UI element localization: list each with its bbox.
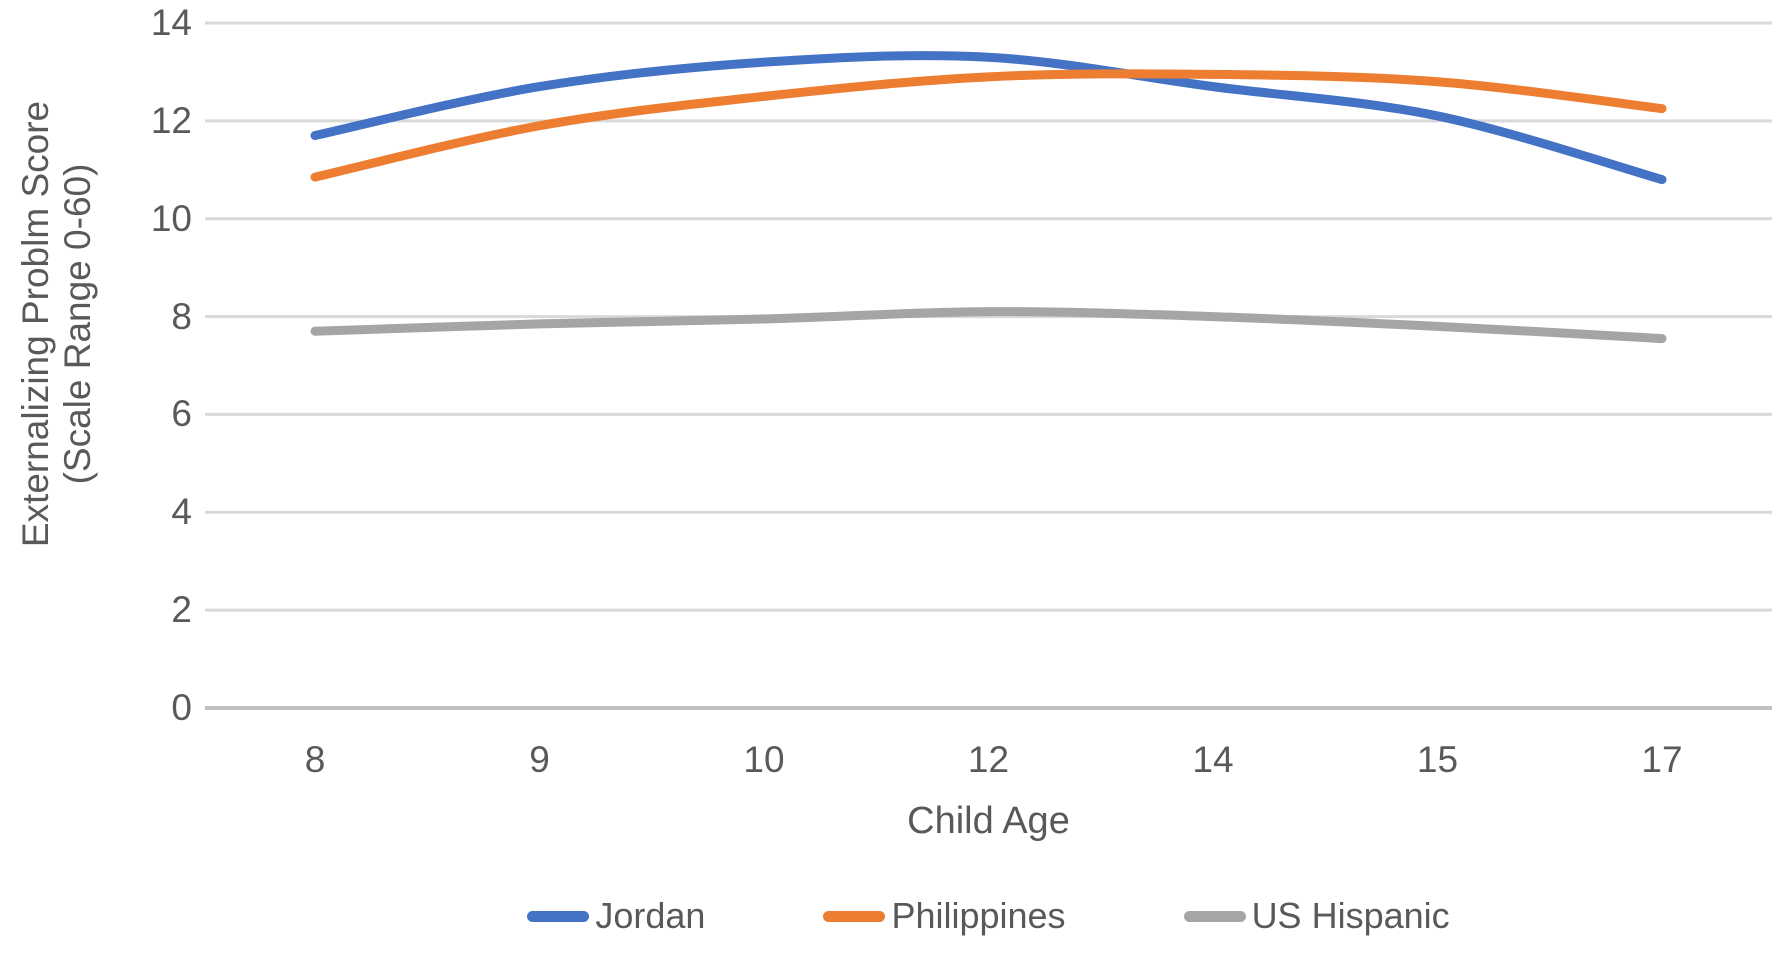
legend-item-philippines: Philippines (823, 895, 1066, 937)
x-tick-label: 10 (743, 739, 785, 780)
x-tick-label: 12 (967, 739, 1010, 780)
x-tick-label: 17 (1641, 739, 1683, 780)
y-tick-label: 4 (171, 491, 192, 533)
y-tick-label: 12 (150, 99, 192, 141)
series-line-philippines (310, 69, 1667, 182)
y-tick-label: 8 (171, 295, 192, 337)
legend-label: US Hispanic (1251, 895, 1450, 936)
x-tick-label: 9 (529, 739, 550, 780)
series-line-us-hispanic (310, 307, 1667, 344)
legend-label: Philippines (891, 895, 1066, 936)
x-tick-label: 8 (304, 739, 326, 780)
x-axis-title: Child Age (907, 800, 1070, 842)
x-tick-label: 14 (1192, 739, 1234, 780)
y-tick-label: 6 (171, 393, 192, 435)
x-tick-label: 15 (1416, 739, 1459, 780)
legend-label: Jordan (595, 895, 706, 936)
y-tick-label: 2 (171, 589, 192, 631)
legend-swatch-icon (527, 910, 590, 922)
legend: Jordan Philippines US Hispanic (205, 895, 1772, 937)
y-tick-label: 10 (150, 197, 192, 239)
y-tick-label: 0 (171, 687, 192, 728)
legend-item-jordan: Jordan (527, 895, 705, 937)
y-tick-label: 14 (150, 2, 192, 43)
legend-item-us-hispanic: US Hispanic (1183, 895, 1450, 937)
legend-swatch-icon (1183, 910, 1246, 922)
legend-swatch-icon (823, 910, 886, 922)
series-line-jordan (310, 51, 1667, 185)
